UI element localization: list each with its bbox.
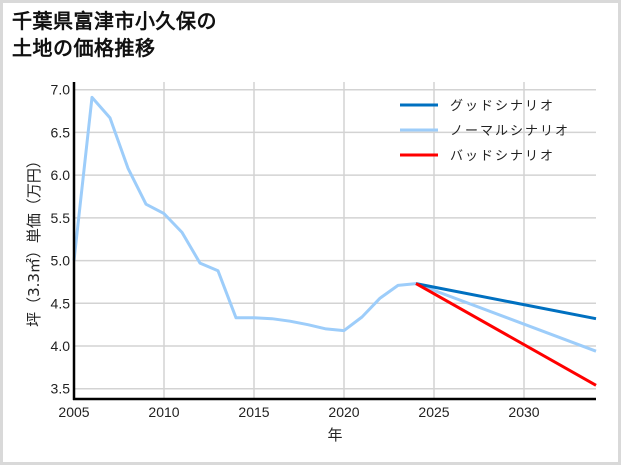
x-tick-label: 2015 [238, 404, 269, 420]
legend-label: グッドシナリオ [450, 99, 555, 114]
series-line-0 [415, 282, 597, 321]
y-tick-label: 4.0 [51, 338, 71, 354]
y-axis-ticks: 3.5 4.0 4.5 5.0 5.5 6.0 6.5 7.0 [51, 82, 71, 397]
y-tick-label: 7.0 [51, 82, 71, 98]
grid-lines [74, 82, 596, 399]
x-axis-label: 年 [327, 426, 342, 444]
x-tick-label: 2010 [148, 404, 179, 420]
legend-label: バッドシナリオ [450, 149, 555, 164]
y-axis-label: 坪（3.3㎡）単価（万円） [25, 153, 43, 327]
y-tick-label: 6.5 [51, 124, 71, 140]
y-tick-label: 5.0 [51, 253, 71, 269]
y-tick-label: 6.0 [51, 167, 71, 183]
chart-title: 千葉県富津市小久保の 土地の価格推移 [12, 8, 217, 62]
chart-title-line-2: 土地の価格推移 [12, 36, 156, 60]
x-tick-label: 2020 [328, 404, 359, 420]
axes [72, 82, 596, 401]
series-line-2 [415, 282, 597, 387]
y-tick-label: 4.5 [51, 295, 71, 311]
y-tick-label: 3.5 [51, 381, 71, 397]
x-axis-ticks: 2005 2010 2015 2020 2025 2030 [58, 404, 539, 420]
x-tick-label: 2005 [58, 404, 89, 420]
x-tick-label: 2025 [418, 404, 449, 420]
x-tick-label: 2030 [508, 404, 539, 420]
chart-title-line-1: 千葉県富津市小久保の [12, 9, 217, 33]
y-tick-label: 5.5 [51, 210, 71, 226]
series-lines [72, 95, 597, 387]
legend-label: ノーマルシナリオ [450, 124, 570, 139]
series-line-1 [72, 95, 597, 353]
